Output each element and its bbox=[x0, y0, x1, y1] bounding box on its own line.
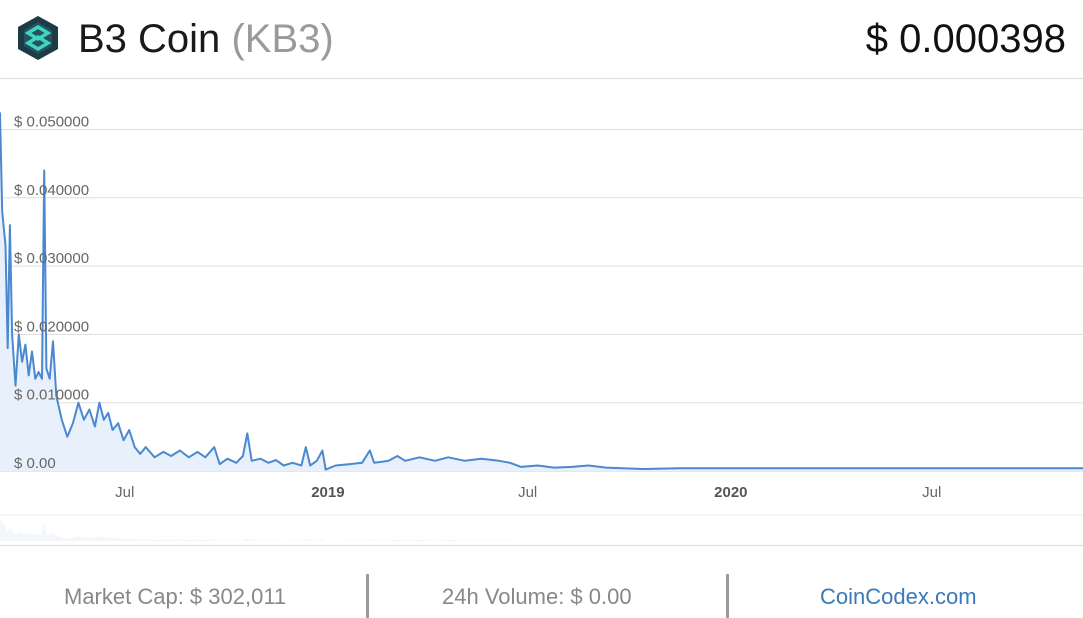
b3coin-logo-icon bbox=[18, 16, 58, 60]
y-tick-label: $ 0.00 bbox=[14, 455, 56, 472]
price-area bbox=[0, 112, 1083, 472]
footer-divider bbox=[726, 574, 729, 618]
navigator-area bbox=[0, 517, 1083, 541]
coin-name: B3 Coin bbox=[78, 17, 221, 61]
market-cap: Market Cap: $ 302,011 bbox=[64, 584, 287, 609]
volume-24h: 24h Volume: $ 0.00 bbox=[442, 584, 632, 609]
x-tick-label: 2020 bbox=[714, 484, 747, 501]
current-price: $ 0.000398 bbox=[865, 17, 1066, 61]
x-tick-label: Jul bbox=[922, 484, 941, 501]
coincodex-link[interactable]: CoinCodex.com bbox=[820, 584, 977, 609]
y-tick-label: $ 0.040000 bbox=[14, 182, 89, 199]
y-tick-label: $ 0.010000 bbox=[14, 387, 89, 404]
footer: Market Cap: $ 302,011 24h Volume: $ 0.00… bbox=[0, 545, 1083, 618]
price-chart[interactable]: $ 0.050000 $ 0.040000 $ 0.030000 $ 0.020000… bbox=[0, 79, 1083, 544]
price-chart-svg[interactable]: $ 0.050000 $ 0.040000 $ 0.030000 $ 0.020000… bbox=[0, 79, 1083, 544]
header: B3 Coin (KB3) $ 0.000398 bbox=[0, 0, 1083, 79]
y-tick-label: $ 0.030000 bbox=[14, 250, 89, 267]
x-tick-label: 2019 bbox=[311, 484, 344, 501]
coin-symbol: (KB3) bbox=[231, 17, 334, 61]
x-tick-label: Jul bbox=[115, 484, 134, 501]
x-tick-label: Jul bbox=[518, 484, 537, 501]
y-tick-label: $ 0.050000 bbox=[14, 113, 89, 130]
price-line bbox=[0, 112, 1083, 471]
y-tick-label: $ 0.020000 bbox=[14, 318, 89, 335]
footer-divider bbox=[366, 574, 369, 618]
coin-title: B3 Coin (KB3) bbox=[78, 13, 334, 65]
